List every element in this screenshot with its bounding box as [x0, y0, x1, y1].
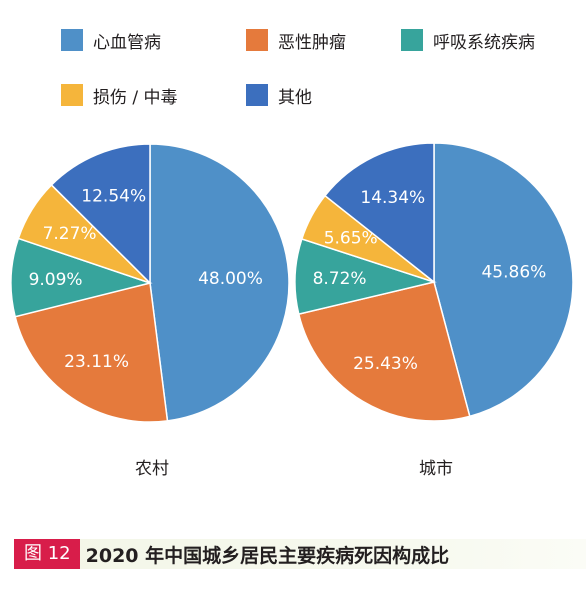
legend-label: 呼吸系统疾病 — [433, 32, 535, 53]
legend-item-other: 其他 — [246, 82, 312, 108]
figure-number: 图 12 — [14, 539, 80, 569]
slice-label-injury: 5.65% — [324, 228, 378, 248]
figure-caption: 图 12 2020 年中国城乡居民主要疾病死因构成比 — [14, 539, 586, 569]
slice-label-other: 12.54% — [81, 187, 146, 207]
legend-swatch — [246, 84, 268, 106]
slice-label-cardiovascular: 48.00% — [198, 269, 263, 289]
slice-cancer — [14, 282, 169, 423]
legend-label: 其他 — [278, 87, 312, 108]
legend: 心血管病 恶性肿瘤 呼吸系统疾病 损伤 / 中毒 其他 — [0, 0, 586, 120]
slice-respiratory — [10, 237, 153, 318]
legend-item-cancer: 恶性肿瘤 — [246, 27, 346, 53]
legend-label: 心血管病 — [93, 32, 161, 53]
legend-swatch — [61, 84, 83, 106]
legend-swatch — [401, 29, 423, 51]
slice-cardiovascular — [149, 143, 290, 422]
slice-label-cardiovascular: 45.86% — [481, 263, 546, 283]
slice-other — [50, 143, 151, 285]
legend-label: 损伤 / 中毒 — [93, 87, 178, 108]
pie-title-urban: 城市 — [419, 459, 453, 479]
pie-rural: 48.00% 23.11% 9.09% 7.27% 12.54% — [10, 143, 290, 423]
slice-other — [323, 142, 435, 284]
slice-label-injury: 7.27% — [43, 224, 97, 244]
legend-swatch — [61, 29, 83, 51]
legend-label: 恶性肿瘤 — [278, 32, 346, 53]
figure-title: 2020 年中国城乡居民主要疾病死因构成比 — [85, 544, 450, 567]
slice-label-respiratory: 8.72% — [313, 269, 367, 289]
legend-item-cardiovascular: 心血管病 — [61, 27, 161, 53]
legend-item-injury: 损伤 / 中毒 — [61, 82, 178, 108]
pie-urban: 45.86% 25.43% 8.72% 5.65% 14.34% — [294, 142, 574, 422]
slice-label-other: 14.34% — [360, 188, 425, 208]
legend-item-respiratory: 呼吸系统疾病 — [401, 27, 535, 53]
slice-label-cancer: 23.11% — [64, 352, 129, 372]
slice-cancer — [297, 281, 471, 422]
slice-label-respiratory: 9.09% — [29, 270, 83, 290]
legend-swatch — [246, 29, 268, 51]
pie-title-rural: 农村 — [135, 459, 169, 479]
slice-cardiovascular — [433, 142, 574, 418]
slice-label-cancer: 25.43% — [353, 354, 418, 374]
